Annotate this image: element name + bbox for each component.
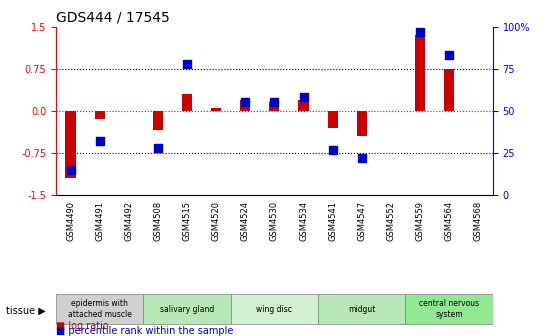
Text: ■ log ratio: ■ log ratio	[56, 321, 109, 331]
Point	[299, 95, 308, 100]
Text: central nervous
system: central nervous system	[419, 299, 479, 319]
Bar	[298, 100, 309, 111]
Point	[270, 100, 279, 105]
Text: epidermis with
attached muscle: epidermis with attached muscle	[68, 299, 132, 319]
Bar	[182, 94, 192, 111]
FancyBboxPatch shape	[405, 294, 493, 324]
Bar	[269, 102, 279, 111]
Point	[153, 145, 162, 151]
Point	[66, 167, 75, 172]
Bar	[444, 69, 454, 111]
Text: GDS444 / 17545: GDS444 / 17545	[56, 10, 170, 24]
Point	[95, 138, 104, 144]
Point	[241, 100, 250, 105]
Bar	[66, 111, 76, 178]
FancyBboxPatch shape	[318, 294, 405, 324]
Text: tissue ▶: tissue ▶	[6, 306, 45, 316]
FancyBboxPatch shape	[56, 294, 143, 324]
FancyBboxPatch shape	[231, 294, 318, 324]
Text: wing disc: wing disc	[256, 305, 292, 313]
Bar	[328, 111, 338, 128]
Point	[328, 147, 337, 152]
Point	[183, 61, 192, 67]
Bar	[240, 100, 250, 111]
Text: midgut: midgut	[348, 305, 375, 313]
Text: salivary gland: salivary gland	[160, 305, 214, 313]
Bar	[357, 111, 367, 136]
Point	[445, 53, 454, 58]
Point	[357, 155, 366, 161]
Point	[416, 29, 424, 35]
FancyBboxPatch shape	[143, 294, 231, 324]
Bar	[95, 111, 105, 119]
Bar	[211, 108, 221, 111]
Text: ■ percentile rank within the sample: ■ percentile rank within the sample	[56, 326, 234, 336]
Bar	[153, 111, 163, 130]
Bar	[415, 35, 425, 111]
